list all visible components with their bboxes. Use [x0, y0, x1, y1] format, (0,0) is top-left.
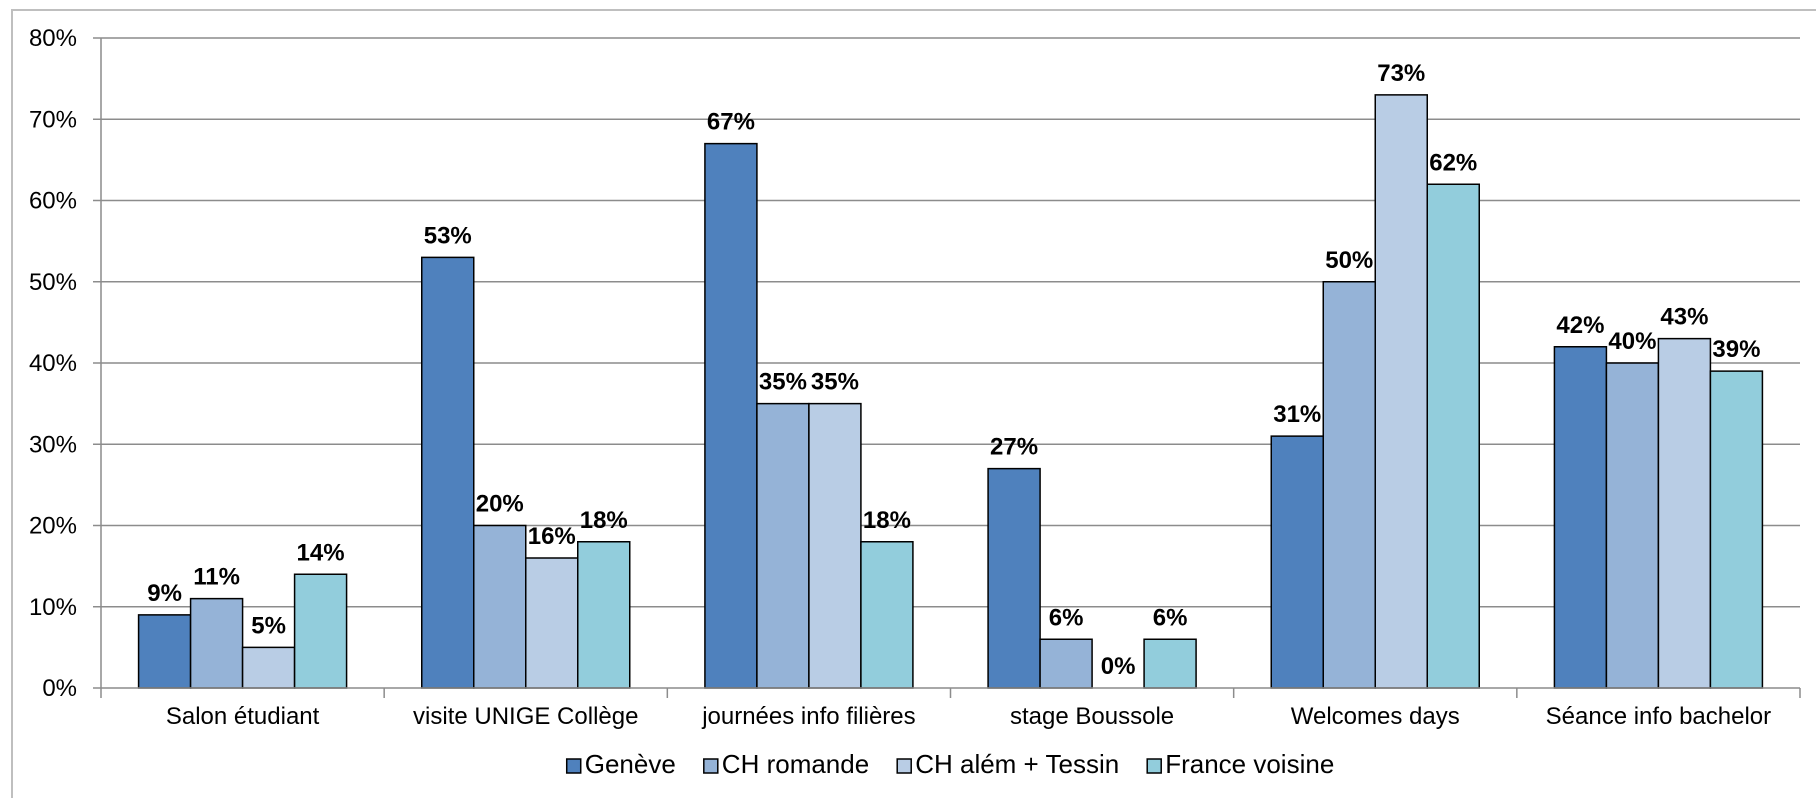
data-label: 6% — [1049, 604, 1084, 631]
y-tick-label: 80% — [29, 25, 77, 52]
bar — [293, 573, 348, 689]
legend: Genève CH romande CH além + Tessin France v… — [565, 749, 1334, 779]
legend-swatch — [703, 758, 719, 774]
data-label: 27% — [990, 434, 1038, 461]
x-category-label: visite UNIGE Collège — [413, 703, 638, 730]
legend-label: France voisine — [1165, 749, 1334, 779]
data-label: 50% — [1325, 247, 1373, 274]
bar — [1605, 362, 1660, 689]
bar — [1322, 281, 1376, 689]
gridlines — [101, 37, 1800, 608]
bar — [1270, 435, 1324, 689]
y-axis-tick-labels: 0% 10% 20% 30% 40% 50% 60% 70% 80% — [29, 25, 77, 702]
data-label: 18% — [863, 507, 911, 534]
bar — [137, 614, 192, 689]
y-tick-label: 10% — [29, 594, 77, 621]
y-tick-label: 70% — [29, 106, 77, 133]
data-label: 18% — [580, 507, 628, 534]
y-tick-label: 50% — [29, 269, 77, 296]
data-labels: 9%11%5%14%53%20%16%18%67%35% 35%18%27%6%0… — [147, 60, 1760, 680]
x-category-label: Salon étudiant — [166, 703, 320, 730]
bar — [1039, 638, 1093, 689]
legend-label: Genève — [585, 749, 676, 779]
data-label: 43% — [1660, 304, 1708, 331]
data-label: 11% — [193, 564, 240, 591]
x-category-label: journées info filières — [701, 703, 915, 730]
y-tick-label: 30% — [29, 431, 77, 458]
bar — [756, 402, 810, 689]
bar — [525, 557, 579, 689]
bars — [137, 94, 1764, 689]
x-category-label: Welcomes days — [1291, 703, 1460, 730]
legend-swatch — [896, 758, 912, 774]
data-label: 20% — [476, 491, 524, 518]
data-label: 9% — [147, 580, 182, 607]
y-tick-label: 40% — [29, 350, 77, 377]
bar — [704, 142, 758, 689]
bar — [421, 256, 475, 689]
bar — [1553, 346, 1608, 689]
data-label: 35% — [759, 369, 807, 396]
data-label: 35% — [811, 369, 859, 396]
data-label: 31% — [1273, 401, 1321, 428]
bar — [808, 402, 862, 689]
bar — [987, 467, 1041, 689]
legend-label: CH além + Tessin — [915, 749, 1119, 779]
bar — [1143, 638, 1197, 689]
bar — [189, 597, 244, 689]
bar — [1374, 94, 1428, 689]
y-tick-label: 0% — [42, 675, 77, 702]
bar — [860, 541, 914, 689]
data-label: 53% — [424, 222, 472, 249]
x-axis-category-labels: Salon étudiant visite UNIGE Collège journé… — [166, 703, 1771, 730]
bar — [241, 646, 296, 689]
bar — [1709, 370, 1764, 689]
data-label: 42% — [1556, 312, 1604, 339]
bar — [1657, 337, 1712, 689]
data-label: 16% — [528, 523, 576, 550]
data-label: 14% — [297, 539, 345, 566]
legend-label: CH romande — [722, 749, 869, 779]
data-label: 40% — [1608, 328, 1656, 355]
bar — [1426, 183, 1480, 689]
bar — [473, 524, 527, 689]
x-category-label: stage Boussole — [1010, 703, 1174, 730]
data-label: 73% — [1377, 60, 1425, 87]
x-category-label: Séance info bachelor — [1546, 703, 1772, 730]
data-label: 0% — [1101, 653, 1136, 680]
data-label: 6% — [1153, 604, 1188, 631]
bar — [577, 541, 631, 689]
legend-swatch — [1146, 758, 1162, 774]
axes — [93, 37, 1801, 698]
legend-swatch — [565, 758, 582, 774]
y-tick-label: 60% — [29, 188, 77, 215]
data-label: 5% — [251, 612, 286, 639]
data-label: 67% — [707, 109, 755, 136]
data-label: 62% — [1429, 149, 1477, 176]
data-label: 39% — [1712, 336, 1760, 363]
y-tick-label: 20% — [29, 513, 77, 540]
